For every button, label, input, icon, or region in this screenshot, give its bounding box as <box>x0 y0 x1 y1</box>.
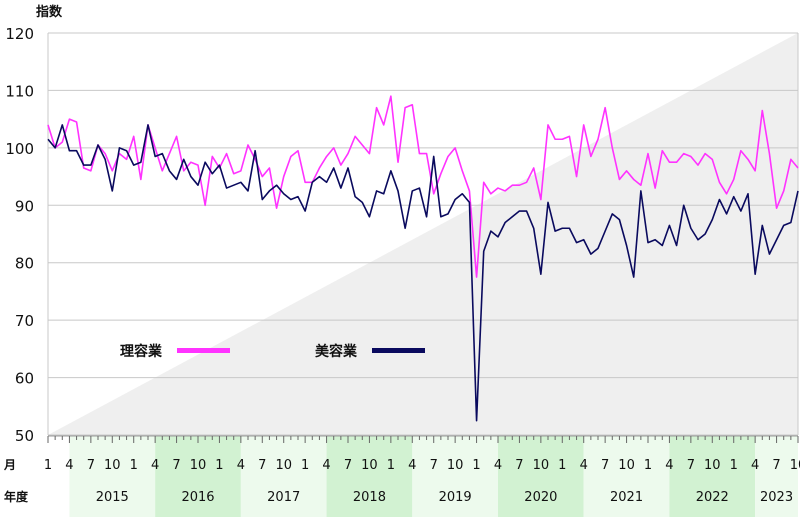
y-tick-label-70: 70 <box>15 312 34 330</box>
series-line-0 <box>47 95 799 278</box>
fiscal-year-label-2022: 2022 <box>696 490 729 505</box>
month-tick-label: 10 <box>275 458 292 473</box>
fiscal-year-label-2018: 2018 <box>353 490 386 505</box>
month-tick-label: 4 <box>665 458 673 473</box>
year-band-2018 <box>326 436 413 517</box>
month-tick-label: 4 <box>494 458 502 473</box>
month-row-label: 月 <box>3 458 16 472</box>
fiscal-year-label-2015: 2015 <box>96 490 129 505</box>
y-tick-label-100: 100 <box>5 140 34 158</box>
month-tick-label: 4 <box>322 458 330 473</box>
month-tick-label: 10 <box>104 458 121 473</box>
legend-label-1: 美容業 <box>315 343 358 360</box>
legend-label-0: 理容業 <box>120 343 163 360</box>
month-tick-label: 1 <box>730 458 738 473</box>
y-tick-label-60: 60 <box>15 370 34 388</box>
month-tick-label: 1 <box>44 458 52 473</box>
y-axis-title: 指数 <box>36 4 63 20</box>
month-tick-label: 7 <box>687 458 695 473</box>
month-tick-label: 10 <box>618 458 635 473</box>
fiscal-year-label-2021: 2021 <box>610 490 643 505</box>
year-band-2017 <box>240 436 327 517</box>
month-tick-label: 7 <box>172 458 180 473</box>
month-tick-label: 10 <box>447 458 464 473</box>
month-tick-label: 7 <box>515 458 523 473</box>
month-tick-label: 7 <box>772 458 780 473</box>
series-line-1 <box>47 124 799 422</box>
month-tick-label: 4 <box>751 458 759 473</box>
month-tick-label: 4 <box>65 458 73 473</box>
month-tick-label: 10 <box>190 458 207 473</box>
year-band-2020 <box>498 436 584 517</box>
y-tick-label-80: 80 <box>15 255 34 273</box>
month-tick-label: 10 <box>790 458 800 473</box>
month-tick-label: 7 <box>87 458 95 473</box>
month-tick-label: 1 <box>472 458 480 473</box>
y-tick-label-50: 50 <box>15 427 34 445</box>
y-tick-label-110: 110 <box>5 82 34 100</box>
series-lines <box>47 95 799 422</box>
month-tick-label: 4 <box>151 458 159 473</box>
month-tick-label: 1 <box>644 458 652 473</box>
month-tick-label: 7 <box>601 458 609 473</box>
y-tick-label-120: 120 <box>5 25 34 43</box>
year-band-2021 <box>583 436 670 517</box>
month-tick-label: 4 <box>237 458 245 473</box>
fiscal-year-label-2023: 2023 <box>760 490 793 505</box>
fiscal-year-label-2020: 2020 <box>524 490 557 505</box>
month-tick-label: 1 <box>387 458 395 473</box>
month-tick-label: 4 <box>580 458 588 473</box>
month-tick-label: 1 <box>130 458 138 473</box>
month-tick-label: 4 <box>408 458 416 473</box>
month-tick-label: 1 <box>558 458 566 473</box>
month-tick-label: 10 <box>704 458 721 473</box>
month-tick-label: 10 <box>361 458 378 473</box>
month-tick-label: 7 <box>344 458 352 473</box>
year-bands <box>69 436 798 517</box>
year-row-label: 年度 <box>4 489 29 504</box>
fiscal-year-label-2016: 2016 <box>181 490 214 505</box>
month-tick-label: 10 <box>533 458 550 473</box>
year-band-2019 <box>412 436 498 517</box>
year-band-2016 <box>155 436 241 517</box>
fiscal-year-label-2019: 2019 <box>439 490 472 505</box>
legend: 理容業 美容業 <box>120 343 425 360</box>
legend-swatch-1 <box>372 348 425 353</box>
y-axis: 指数 50 60 70 80 90 100 110 120 <box>5 4 63 445</box>
y-tick-label-90: 90 <box>15 197 34 215</box>
year-band-2022 <box>669 436 756 517</box>
month-tick-label: 7 <box>430 458 438 473</box>
gridlines <box>47 32 799 436</box>
year-band-2015 <box>69 436 156 517</box>
legend-swatch-0 <box>177 348 230 353</box>
month-tick-label: 1 <box>301 458 309 473</box>
year-band-2023 <box>755 436 798 517</box>
month-tick-label: 1 <box>215 458 223 473</box>
month-tick-label: 7 <box>258 458 266 473</box>
fiscal-year-label-2017: 2017 <box>267 490 300 505</box>
